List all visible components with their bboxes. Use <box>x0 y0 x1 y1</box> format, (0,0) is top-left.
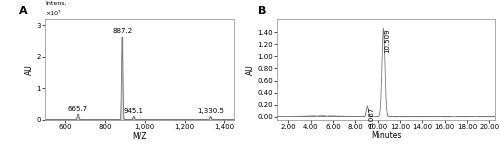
Y-axis label: AU: AU <box>24 64 34 75</box>
Text: Intens.: Intens. <box>45 1 66 6</box>
Y-axis label: AU: AU <box>246 64 254 75</box>
Text: 887.2: 887.2 <box>112 28 132 34</box>
Text: 10.509: 10.509 <box>384 29 390 53</box>
Text: B: B <box>258 6 266 16</box>
Text: A: A <box>18 6 27 16</box>
Text: 9.067: 9.067 <box>368 106 374 127</box>
Text: 665.7: 665.7 <box>68 106 88 112</box>
Text: 1,330.5: 1,330.5 <box>197 108 224 114</box>
X-axis label: Minutes: Minutes <box>371 131 402 140</box>
Text: 945.1: 945.1 <box>124 108 144 114</box>
Text: ×10⁷: ×10⁷ <box>45 11 60 16</box>
X-axis label: M/Z: M/Z <box>132 131 147 140</box>
